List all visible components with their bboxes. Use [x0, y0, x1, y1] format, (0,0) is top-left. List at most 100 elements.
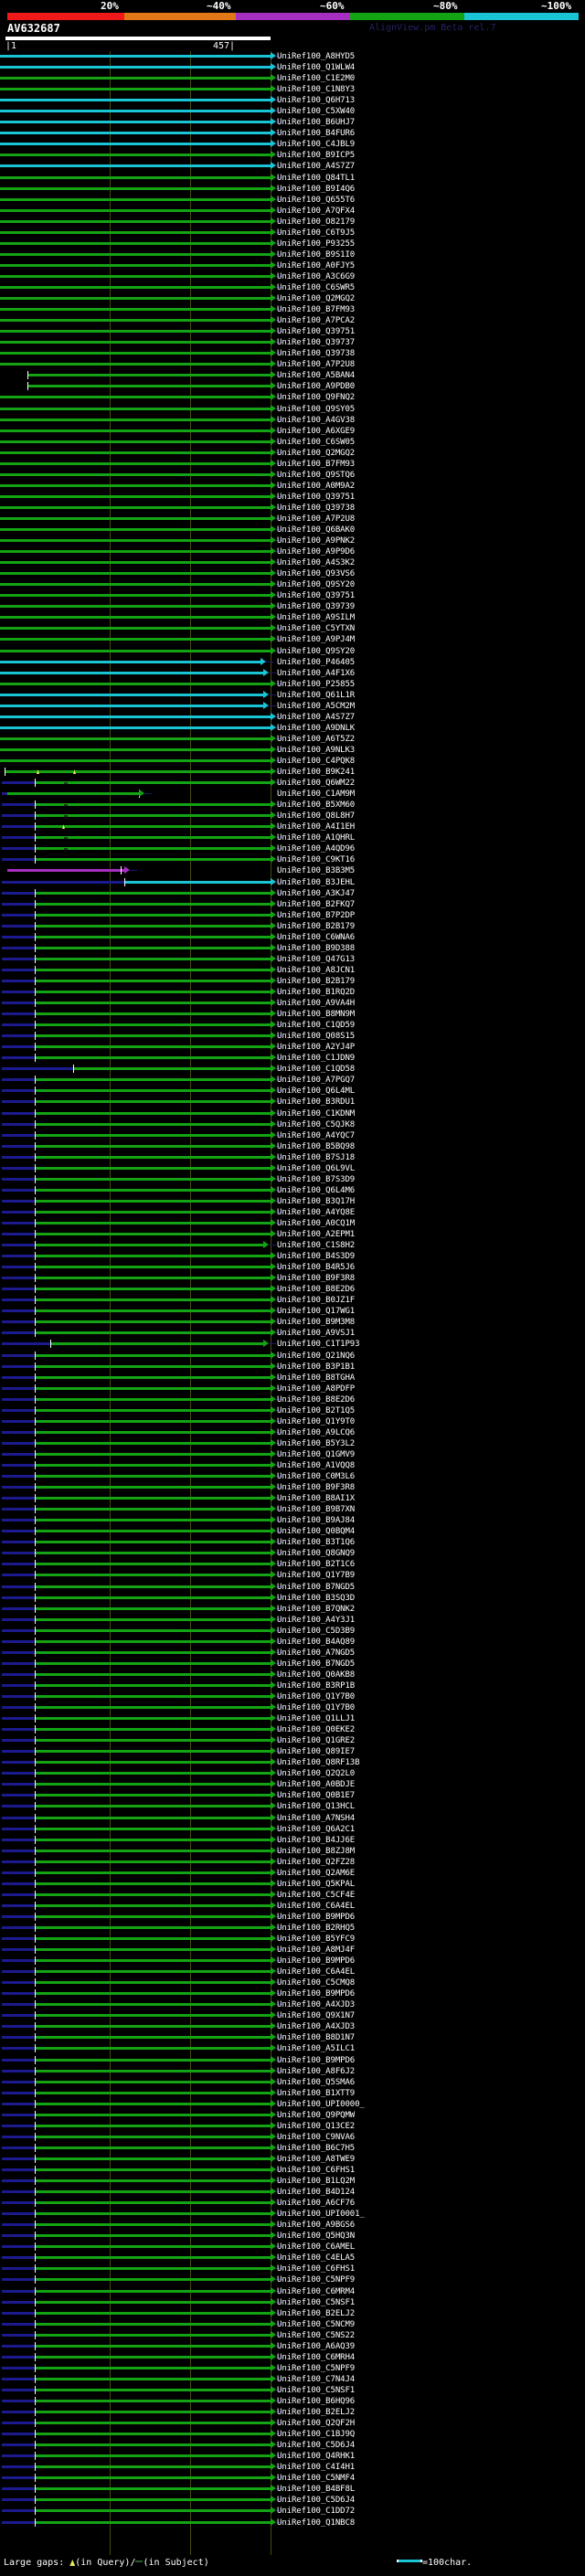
hit-label[interactable]: UniRef100_A8MJ4F	[277, 1945, 356, 1956]
hit-label[interactable]: UniRef100_Q93VS6	[277, 569, 356, 579]
hit-label[interactable]: UniRef100_A5BAN4	[277, 371, 356, 381]
hit-label[interactable]: UniRef100_A4XJD3	[277, 2000, 356, 2010]
hit-label[interactable]: UniRef100_B9ICP5	[277, 151, 356, 161]
hit-label[interactable]: UniRef100_O82179	[277, 217, 356, 227]
hit-row[interactable]: UniRef100_B7S3D9	[0, 1174, 585, 1185]
hit-row[interactable]: UniRef100_C6A4EL	[0, 1901, 585, 1912]
hit-row[interactable]: UniRef100_A7P2U8	[0, 514, 585, 525]
hit-label[interactable]: UniRef100_C1QD59	[277, 1021, 356, 1031]
hit-row[interactable]: UniRef100_B3RP1B	[0, 1680, 585, 1691]
hit-label[interactable]: UniRef100_B3SQ3D	[277, 1593, 356, 1603]
hit-row[interactable]: UniRef100_B9MPD6	[0, 1988, 585, 1999]
hit-label[interactable]: UniRef100_Q9X1N7	[277, 2011, 356, 2021]
hit-label[interactable]: UniRef100_B6UHJ7	[277, 118, 356, 128]
hit-label[interactable]: UniRef100_B1RQ2D	[277, 987, 356, 997]
hit-label[interactable]: UniRef100_B4BF8L	[277, 2485, 356, 2495]
hit-label[interactable]: UniRef100_A9PJ4M	[277, 635, 356, 645]
hit-label[interactable]: UniRef100_A7PCA2	[277, 316, 356, 326]
hit-row[interactable]: UniRef100_P93255	[0, 239, 585, 249]
hit-row[interactable]: UniRef100_Q1NBC8	[0, 2518, 585, 2528]
hit-label[interactable]: UniRef100_B4JJ6E	[277, 1835, 356, 1845]
hit-row[interactable]: UniRef100_A4YQ8E	[0, 1207, 585, 1218]
hit-row[interactable]: UniRef100_Q1Y9T0	[0, 1416, 585, 1427]
hit-row[interactable]: UniRef100_B4AQ89	[0, 1637, 585, 1648]
hit-label[interactable]: UniRef100_Q9PQMW	[277, 2110, 356, 2120]
hit-label[interactable]: UniRef100_Q2Q2L0	[277, 1769, 356, 1779]
hit-row[interactable]: UniRef100_B8TGHA	[0, 1373, 585, 1383]
hit-label[interactable]: UniRef100_A0M9A2	[277, 481, 356, 491]
hit-label[interactable]: UniRef100_Q0B1E7	[277, 1791, 356, 1801]
hit-label[interactable]: UniRef100_Q6WM22	[277, 779, 356, 789]
hit-row[interactable]: UniRef100_C1BJ9Q	[0, 2429, 585, 2440]
hit-row[interactable]: UniRef100_C5NCM9	[0, 2319, 585, 2330]
hit-label[interactable]: UniRef100_C1BJ9Q	[277, 2430, 356, 2440]
hit-label[interactable]: UniRef100_A2EPM1	[277, 1230, 356, 1240]
hit-row[interactable]: UniRef100_A2EPM1	[0, 1229, 585, 1240]
hit-row[interactable]: UniRef100_A0M9A2	[0, 481, 585, 492]
hit-row[interactable]: UniRef100_C0M3L6	[0, 1471, 585, 1482]
hit-label[interactable]: UniRef100_B4AQ89	[277, 1637, 356, 1647]
hit-row[interactable]: UniRef100_B2FKQ7	[0, 899, 585, 910]
hit-row[interactable]: UniRef100_Q1GMV9	[0, 1449, 585, 1460]
hit-label[interactable]: UniRef100_A7NGD5	[277, 1648, 356, 1658]
hit-row[interactable]: UniRef100_C5D6J4	[0, 2440, 585, 2451]
hit-row[interactable]: UniRef100_Q2FZ28	[0, 1857, 585, 1868]
hit-label[interactable]: UniRef100_Q0EKE2	[277, 1725, 356, 1735]
hit-label[interactable]: UniRef100_Q6L4ML	[277, 1087, 356, 1097]
hit-row[interactable]: UniRef100_Q6BAK0	[0, 525, 585, 535]
hit-row[interactable]: UniRef100_B9MPD6	[0, 1956, 585, 1966]
hit-row[interactable]: UniRef100_A8PDFP	[0, 1383, 585, 1394]
hit-label[interactable]: UniRef100_Q39751	[277, 327, 356, 337]
hit-label[interactable]: UniRef100_B8MN9M	[277, 1010, 356, 1020]
hit-row[interactable]: UniRef100_C1T1P93	[0, 1339, 585, 1350]
hit-row[interactable]: UniRef100_Q08S15	[0, 1031, 585, 1042]
hit-label[interactable]: UniRef100_C5YTXN	[277, 624, 356, 634]
hit-row[interactable]: UniRef100_B5Y3L2	[0, 1438, 585, 1449]
hit-row[interactable]: UniRef100_Q4RHK1	[0, 2451, 585, 2462]
hit-label[interactable]: UniRef100_B9F3R8	[277, 1274, 356, 1284]
hit-label[interactable]: UniRef100_B4FUR6	[277, 129, 356, 139]
hit-label[interactable]: UniRef100_C5D6J4	[277, 2496, 356, 2506]
hit-label[interactable]: UniRef100_Q1Y7B0	[277, 1691, 356, 1701]
hit-label[interactable]: UniRef100_A9PDB0	[277, 382, 356, 392]
hit-label[interactable]: UniRef100_A9VSJ1	[277, 1329, 356, 1339]
hit-label[interactable]: UniRef100_Q1NBC8	[277, 2518, 356, 2528]
hit-label[interactable]: UniRef100_A5ILC1	[277, 2044, 356, 2054]
hit-row[interactable]: UniRef100_B3B3M5	[0, 865, 585, 876]
hit-label[interactable]: UniRef100_C4I4H1	[277, 2463, 356, 2473]
hit-row[interactable]: UniRef100_B3Q17H	[0, 1196, 585, 1207]
hit-label[interactable]: UniRef100_Q0BQM4	[277, 1527, 356, 1537]
hit-row[interactable]: UniRef100_C1AM9M	[0, 789, 585, 800]
hit-row[interactable]: UniRef100_Q2AM6E	[0, 1868, 585, 1879]
hit-row[interactable]: UniRef100_Q6L9VL	[0, 1163, 585, 1174]
hit-row[interactable]: UniRef100_A4YQC7	[0, 1130, 585, 1141]
hit-row[interactable]: UniRef100_Q1Y7B0	[0, 1691, 585, 1702]
hit-row[interactable]: UniRef100_Q1Y7B0	[0, 1702, 585, 1713]
hit-row[interactable]: UniRef100_B8MN9M	[0, 1009, 585, 1020]
hit-label[interactable]: UniRef100_A4YQC7	[277, 1130, 356, 1140]
hit-row[interactable]: UniRef100_B6C7H5	[0, 2143, 585, 2154]
hit-label[interactable]: UniRef100_Q5SMA6	[277, 2077, 356, 2087]
hit-label[interactable]: UniRef100_C1N8Y3	[277, 85, 356, 95]
hit-row[interactable]: UniRef100_B7SJ18	[0, 1152, 585, 1163]
hit-row[interactable]: UniRef100_A8HYD5	[0, 51, 585, 62]
hit-label[interactable]: UniRef100_C5NSF1	[277, 2297, 356, 2307]
hit-row[interactable]: UniRef100_A4XJD3	[0, 1999, 585, 2010]
hit-label[interactable]: UniRef100_C5XW40	[277, 107, 356, 117]
hit-row[interactable]: UniRef100_A5ILC1	[0, 2043, 585, 2054]
hit-label[interactable]: UniRef100_Q1LLJ1	[277, 1714, 356, 1724]
hit-label[interactable]: UniRef100_A4QD96	[277, 844, 356, 854]
hit-label[interactable]: UniRef100_B7NGD5	[277, 1582, 356, 1592]
hit-label[interactable]: UniRef100_C6A4EL	[277, 1967, 356, 1977]
hit-row[interactable]: UniRef100_A7QFX4	[0, 206, 585, 217]
hit-label[interactable]: UniRef100_A4XJD3	[277, 2022, 356, 2032]
hit-label[interactable]: UniRef100_Q21NQ6	[277, 1351, 356, 1361]
hit-row[interactable]: UniRef100_C5NS22	[0, 2330, 585, 2341]
hit-row[interactable]: UniRef100_B7QNK2	[0, 1604, 585, 1615]
hit-row[interactable]: UniRef100_B8E2D6	[0, 1284, 585, 1295]
hit-row[interactable]: UniRef100_Q6H713	[0, 95, 585, 106]
hit-label[interactable]: UniRef100_A3C6G9	[277, 271, 356, 281]
hit-label[interactable]: UniRef100_B8TGHA	[277, 1373, 356, 1383]
hit-label[interactable]: UniRef100_C1QD58	[277, 1065, 356, 1075]
hit-label[interactable]: UniRef100_B9I4Q6	[277, 184, 356, 194]
